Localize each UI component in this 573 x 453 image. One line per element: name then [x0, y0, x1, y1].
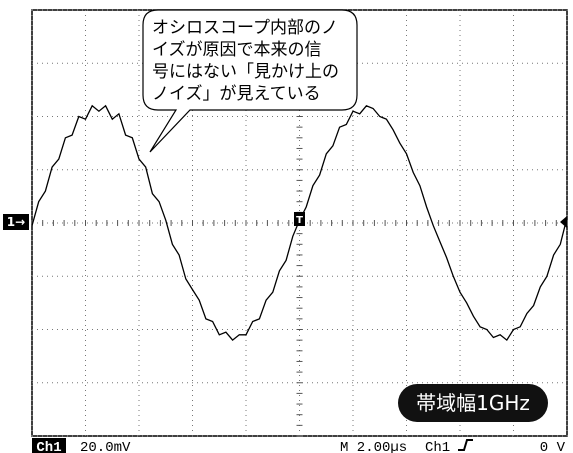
annotation-line: イズが原因で本来の信 — [152, 40, 322, 60]
status-channel: Ch1 — [36, 440, 61, 453]
status-trigger-level: 0 V — [540, 440, 566, 453]
page: {"chart_data": {"type": "line", "x": [0,… — [0, 0, 573, 453]
status-volts-div: 20.0mV — [80, 440, 131, 453]
status-trigger-channel: Ch1 — [425, 440, 450, 453]
slope-icon — [458, 440, 473, 450]
status-time-div: M 2.00µs — [340, 440, 407, 453]
annotation-line: オシロスコープ内部のノ — [152, 18, 338, 38]
trigger-marker: T — [296, 215, 303, 226]
scope-screen: 1→ T オシロスコープ内部のノイズが原因で本来の信号にはない「見かけ上のノイズ… — [0, 0, 573, 453]
badge: 帯域幅1GHz — [416, 391, 530, 415]
channel-marker: 1→ — [7, 215, 25, 229]
annotation-line: ノイズ」が見えている — [152, 84, 321, 104]
annotation-line: 号にはない「見かけ上の — [152, 62, 339, 82]
